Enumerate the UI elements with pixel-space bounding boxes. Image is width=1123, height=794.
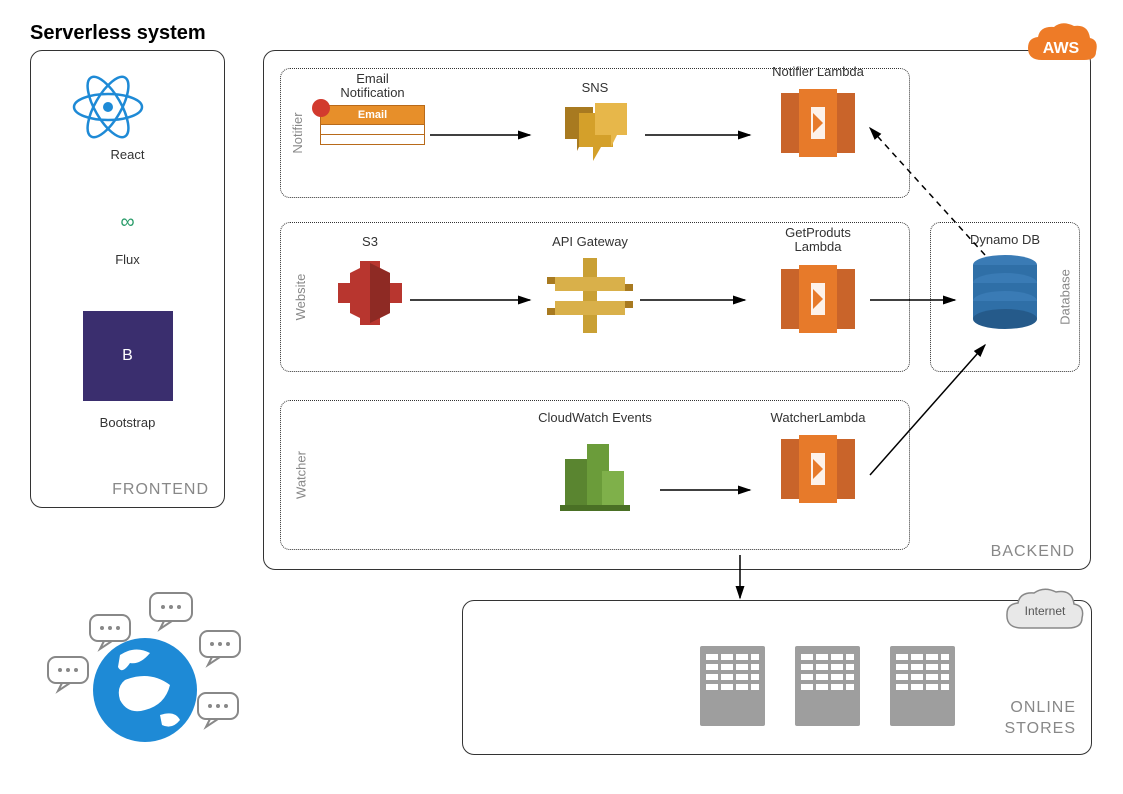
- frontend-panel-label: FRONTEND: [112, 481, 209, 499]
- lambda-icon: [773, 429, 863, 509]
- sns-label: SNS: [545, 80, 645, 95]
- dynamodb-icon: [966, 251, 1044, 336]
- email-bar: Email: [320, 105, 425, 125]
- page-title: Serverless system: [30, 22, 206, 45]
- online-stores-label: ONLINESTORES: [1005, 698, 1077, 740]
- bootstrap-icon: B: [83, 311, 173, 401]
- sns-icon: [555, 99, 635, 169]
- lambda-icon: [773, 83, 863, 163]
- globe-chat: [40, 585, 250, 765]
- getprod-lambda-node: GetProdutsLambda: [758, 226, 878, 339]
- apigw-label: API Gateway: [535, 234, 645, 249]
- email-label: EmailNotification: [315, 72, 430, 101]
- backend-panel-label: BACKEND: [991, 543, 1075, 561]
- apigw-node: API Gateway: [535, 234, 645, 338]
- svg-text:AWS: AWS: [1043, 40, 1080, 57]
- cloudwatch-icon: [550, 429, 640, 514]
- lambda-icon: [773, 259, 863, 339]
- notifier-lambda-node: Notifier Lambda: [758, 64, 878, 163]
- dynamo-node: Dynamo DB: [955, 232, 1055, 336]
- bootstrap-label: Bootstrap: [68, 415, 188, 430]
- flux-label: Flux: [68, 252, 188, 267]
- email-node: EmailNotification Email: [315, 72, 430, 145]
- aws-cloud-icon: AWS: [1022, 20, 1100, 72]
- website-sub-label: Website: [293, 274, 308, 321]
- cloudwatch-label: CloudWatch Events: [525, 410, 665, 425]
- frontend-panel: FRONTEND React ∞ Flux B Bootstrap: [30, 50, 225, 508]
- react-label: React: [68, 147, 188, 162]
- notifier-lambda-label: Notifier Lambda: [758, 64, 878, 79]
- cloud-icon: Internet: [1000, 584, 1090, 639]
- dynamo-label: Dynamo DB: [955, 232, 1055, 247]
- notification-dot-icon: [312, 99, 330, 117]
- store-buildings: [700, 636, 1000, 736]
- getprod-lambda-label: GetProdutsLambda: [758, 226, 878, 255]
- watcher-sub-label: Watcher: [293, 451, 308, 499]
- bootstrap-node: B Bootstrap: [68, 311, 188, 430]
- aws-badge: AWS: [1022, 20, 1100, 72]
- sns-node: SNS: [545, 80, 645, 169]
- internet-cloud: Internet: [1000, 584, 1090, 639]
- notifier-sub-label: Notifier: [290, 112, 305, 153]
- watcher-lambda-label: WatcherLambda: [758, 410, 878, 425]
- database-sub-label: Database: [1058, 269, 1073, 325]
- react-icon: [68, 71, 148, 143]
- cloudwatch-node: CloudWatch Events: [525, 410, 665, 514]
- globe-icon: [40, 585, 250, 765]
- s3-node: S3: [320, 234, 420, 333]
- watcher-lambda-node: WatcherLambda: [758, 410, 878, 509]
- flux-node: ∞ Flux: [68, 211, 188, 267]
- react-node: React: [68, 71, 188, 162]
- flux-icon: ∞: [68, 211, 188, 234]
- svg-text:Internet: Internet: [1025, 604, 1066, 618]
- s3-icon: [330, 253, 410, 333]
- s3-label: S3: [320, 234, 420, 249]
- apigw-icon: [545, 253, 635, 338]
